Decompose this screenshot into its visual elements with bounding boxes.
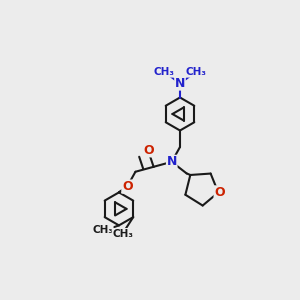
Text: CH₃: CH₃: [153, 67, 174, 77]
Text: CH₃: CH₃: [112, 229, 133, 238]
Text: O: O: [214, 186, 225, 199]
Text: N: N: [175, 77, 185, 90]
Text: N: N: [167, 155, 177, 168]
Text: O: O: [143, 144, 154, 157]
Text: CH₃: CH₃: [92, 225, 113, 235]
Text: CH₃: CH₃: [186, 67, 207, 77]
Text: O: O: [122, 180, 133, 193]
